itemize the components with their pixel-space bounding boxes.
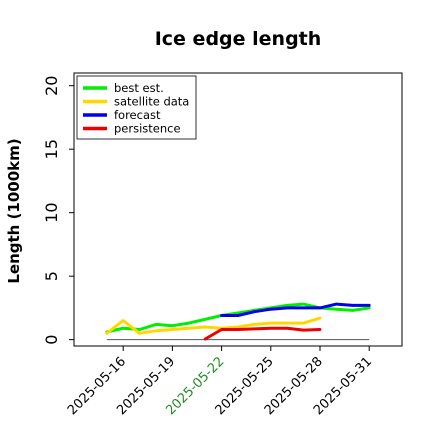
legend-label: best est. (114, 81, 164, 95)
y-tick-label: 20 (42, 76, 61, 96)
y-tick-label: 15 (42, 139, 61, 159)
legend-label: forecast (114, 108, 161, 122)
series-line-satellite-data (105, 316, 322, 335)
legend: best est.satellite dataforecastpersisten… (76, 75, 197, 140)
series-line-persistence (203, 326, 322, 341)
plot-frame (73, 72, 403, 347)
legend-label: persistence (114, 122, 181, 136)
y-tick-label: 5 (42, 271, 61, 281)
chart-title: Ice edge length (155, 28, 322, 50)
series-line-best-est- (105, 302, 371, 334)
y-tick-label: 10 (42, 202, 61, 222)
series-line-forecast (220, 302, 371, 317)
y-tick-label: 0 (42, 335, 61, 345)
y-axis-label: Length (1000km) (5, 138, 23, 283)
legend-label: satellite data (114, 95, 189, 109)
